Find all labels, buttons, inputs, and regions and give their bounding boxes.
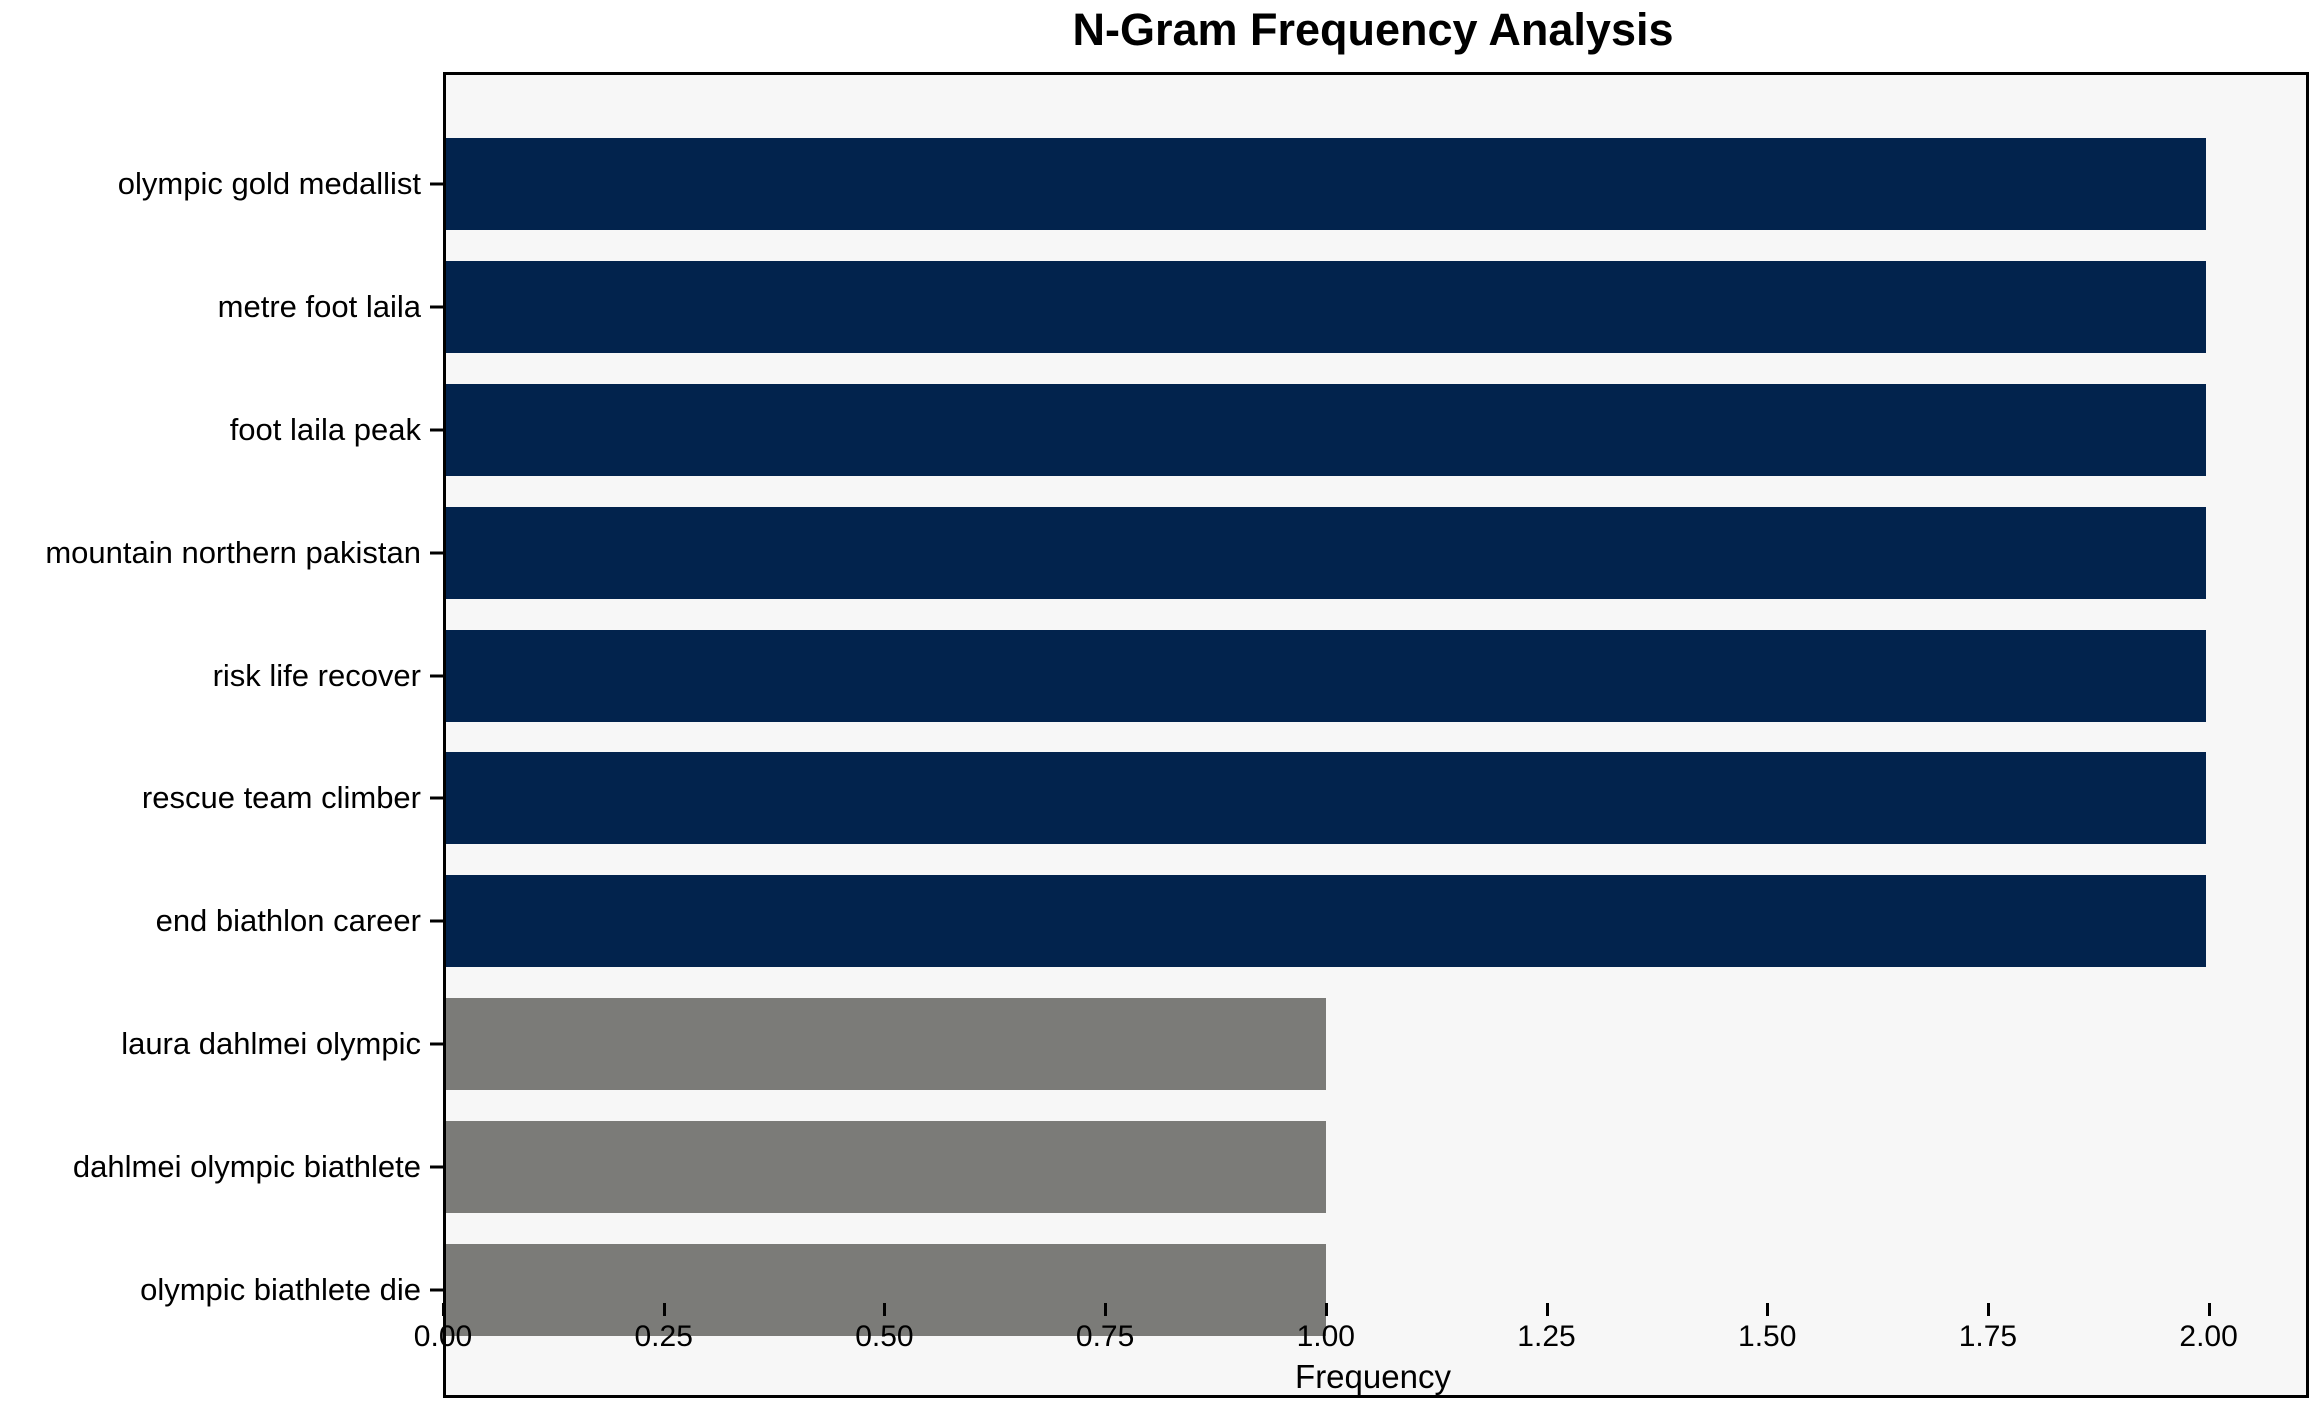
bar-row: end biathlon career [156, 860, 2306, 983]
bar [446, 506, 2206, 599]
x-tick-mark [883, 1303, 887, 1316]
y-tick-mark [430, 1288, 443, 1292]
bar [446, 875, 2206, 968]
bar [446, 383, 2206, 476]
y-tick-label: laura dahlmei olympic [121, 1025, 421, 1061]
y-tick-label: rescue team climber [141, 780, 421, 816]
x-tick-label: 1.75 [1958, 1320, 2018, 1353]
y-tick-label: foot laila peak [229, 411, 421, 447]
bar-row: laura dahlmei olympic [121, 983, 2306, 1106]
bar [446, 138, 2206, 231]
bar-row: metre foot laila [218, 246, 2306, 369]
bar [446, 1243, 1326, 1336]
bar [446, 997, 1326, 1090]
x-axis-label: Frequency [1295, 1358, 1451, 1395]
y-tick-mark [430, 428, 443, 432]
y-tick-mark [430, 305, 443, 309]
bar [446, 752, 2206, 845]
bar [446, 1120, 1326, 1213]
plot-area: olympic gold medallist metre foot laila fo… [45, 72, 2309, 1398]
chart-title: N-Gram Frequency Analysis [1072, 4, 1674, 55]
bar-row: olympic biathlete die [140, 1228, 2306, 1351]
y-tick-label: end biathlon career [155, 903, 421, 939]
x-tick-label: 0.25 [634, 1320, 693, 1353]
y-tick-mark [430, 551, 443, 555]
y-tick-mark [430, 796, 443, 800]
y-tick-label: olympic gold medallist [117, 166, 421, 202]
x-tick-mark [2207, 1303, 2211, 1316]
x-tick-mark [1766, 1303, 1770, 1316]
x-tick-label: 1.50 [1738, 1320, 1797, 1353]
y-tick-label: risk life recover [212, 657, 421, 693]
bar-row: dahlmei olympic biathlete [73, 1105, 2306, 1228]
bar-row: risk life recover [213, 614, 2306, 737]
x-tick-mark [442, 1303, 445, 1316]
bar-row: mountain northern pakistan [45, 491, 2306, 614]
bar-row: foot laila peak [230, 369, 2306, 492]
bar-row: rescue team climber [142, 737, 2306, 860]
x-axis: 0.00 0.25 0.50 0.75 1.00 1.25 1.50 1.75 2.00 [414, 1303, 2309, 1373]
x-tick-mark [1986, 1303, 1990, 1316]
bar [446, 629, 2206, 722]
y-tick-mark [430, 182, 443, 186]
bar [446, 261, 2206, 354]
bar-row: olympic gold medallist [118, 123, 2306, 246]
x-tick-label: 0.00 [413, 1320, 473, 1353]
x-tick-mark [1324, 1303, 1328, 1316]
x-tick-label: 1.25 [1517, 1320, 1576, 1353]
y-tick-mark [430, 1165, 443, 1169]
y-tick-label: dahlmei olympic biathlete [72, 1148, 421, 1184]
y-tick-mark [430, 919, 443, 923]
y-tick-mark [430, 1042, 443, 1046]
x-tick-mark [662, 1303, 666, 1316]
x-tick-mark [1104, 1303, 1108, 1316]
x-tick-label: 1.00 [1296, 1320, 1355, 1353]
y-tick-label: olympic biathlete die [140, 1271, 421, 1307]
x-tick-label: 0.75 [1075, 1320, 1135, 1353]
y-tick-label: metre foot laila [217, 289, 421, 325]
x-tick-label: 2.00 [2179, 1320, 2238, 1353]
y-tick-label: mountain northern pakistan [45, 534, 421, 570]
x-tick-mark [1545, 1303, 1549, 1316]
y-tick-mark [430, 674, 443, 678]
x-tick-label: 0.50 [855, 1320, 914, 1353]
